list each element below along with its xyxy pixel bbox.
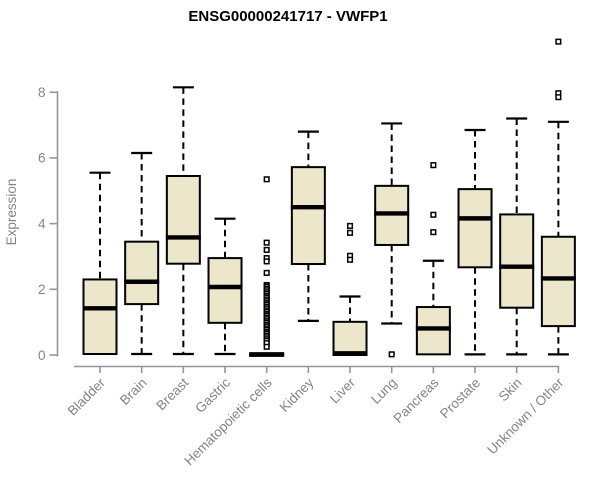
outlier-point xyxy=(263,269,270,276)
box-breast xyxy=(165,86,201,356)
x-tick-label: Pancreas xyxy=(391,375,442,426)
y-tick-label: 0 xyxy=(38,348,46,363)
iqr-box xyxy=(332,320,368,356)
iqr-box xyxy=(165,174,201,265)
iqr-box xyxy=(82,278,118,356)
y-tick-label: 2 xyxy=(38,282,46,297)
box-lung xyxy=(374,122,410,358)
outlier-point xyxy=(263,258,270,265)
y-tick-label: 4 xyxy=(38,216,46,231)
x-tick-label: Unknown / Other xyxy=(484,375,567,458)
y-tick-label: 6 xyxy=(38,151,46,166)
outlier-point xyxy=(430,229,437,236)
outlier-point xyxy=(263,176,270,183)
outlier-point xyxy=(263,239,270,246)
x-tick-label: Gastric xyxy=(192,375,233,416)
outlier-point xyxy=(263,343,270,350)
outlier-point xyxy=(346,229,354,236)
box-prostate xyxy=(457,128,493,356)
iqr-box xyxy=(290,166,326,266)
outlier-point xyxy=(346,256,354,263)
outlier-point xyxy=(388,351,395,358)
x-tick-label: Kidney xyxy=(277,375,317,415)
box-brain xyxy=(124,151,160,356)
x-tick-label: Liver xyxy=(327,375,359,407)
x-tick-label: Breast xyxy=(153,375,191,413)
outlier-point xyxy=(430,162,437,169)
box-pancreas xyxy=(415,162,451,356)
x-tick-label: Skin xyxy=(496,375,525,404)
box-unknown-other xyxy=(540,38,576,356)
iqr-box xyxy=(415,306,451,356)
x-tick-label: Brain xyxy=(117,375,150,408)
x-tick-label: Lung xyxy=(368,375,400,407)
outlier-point xyxy=(346,222,354,229)
chart-title: ENSG00000241717 - VWFP1 xyxy=(188,8,387,25)
x-tick-label: Prostate xyxy=(437,375,483,421)
box-liver xyxy=(332,222,368,356)
outlier-point xyxy=(555,94,562,101)
y-tick-label: 8 xyxy=(38,85,46,100)
iqr-box xyxy=(457,188,493,269)
y-axis-label: Expression xyxy=(4,179,19,246)
outlier-point xyxy=(263,246,270,253)
boxes-layer xyxy=(82,38,576,358)
iqr-box xyxy=(207,257,243,324)
box-skin xyxy=(499,117,535,356)
iqr-box xyxy=(540,235,576,328)
iqr-box xyxy=(124,240,160,306)
outlier-point xyxy=(555,38,562,45)
box-kidney xyxy=(290,130,326,322)
box-bladder xyxy=(82,171,118,356)
box-hematopoietic-cells xyxy=(249,176,285,357)
iqr-box xyxy=(499,213,535,309)
box-gastric xyxy=(207,217,243,356)
outlier-point xyxy=(430,211,437,218)
x-tick-label: Bladder xyxy=(65,375,109,419)
